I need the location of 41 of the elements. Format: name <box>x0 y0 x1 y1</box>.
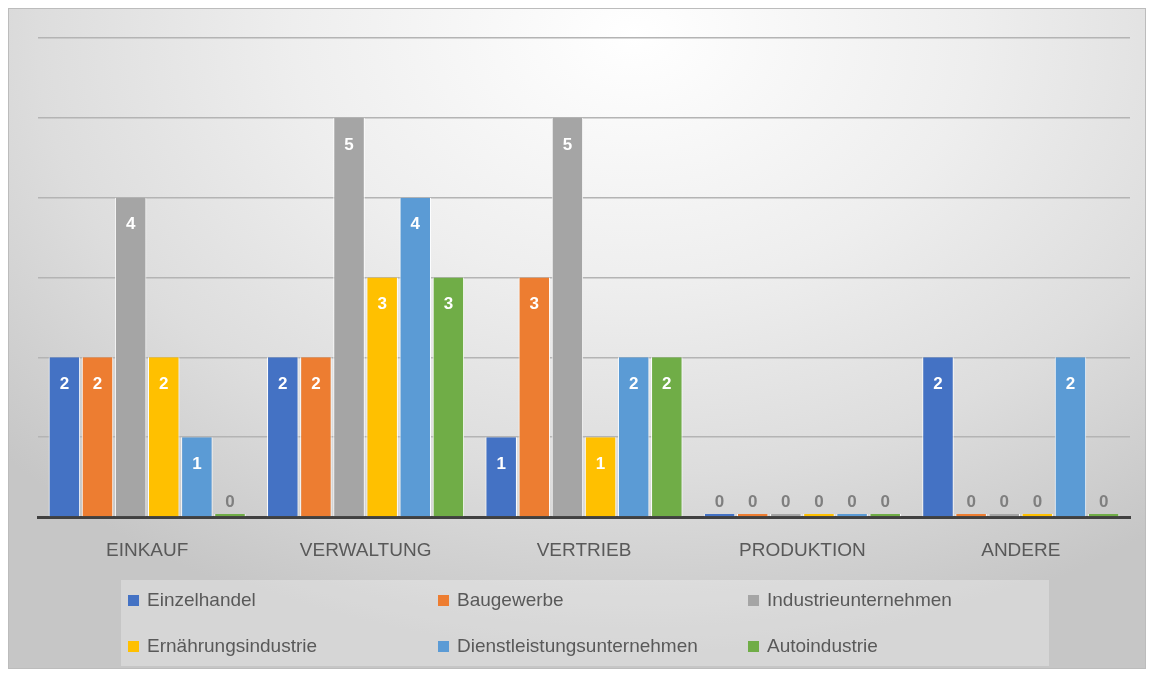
data-label: 0 <box>747 491 758 511</box>
x-tick-label: PRODUKTION <box>739 538 866 560</box>
data-label: 1 <box>496 453 506 473</box>
data-label: 2 <box>628 374 639 394</box>
data-label: 2 <box>59 374 70 394</box>
x-tick-label: ANDERE <box>981 538 1061 560</box>
x-tick-label: VERTRIEB <box>536 538 632 560</box>
data-label: 2 <box>92 374 103 394</box>
legend-label: Einzelhandel <box>147 588 256 612</box>
data-label: 0 <box>225 491 235 511</box>
data-label: 0 <box>966 491 976 511</box>
data-label: 1 <box>595 453 606 473</box>
data-label: 0 <box>814 491 824 511</box>
data-label: 0 <box>880 491 890 511</box>
legend-label: Dienstleistungsunternehmen <box>457 634 698 658</box>
legend-label: Baugewerbe <box>457 588 564 612</box>
data-label: 2 <box>278 374 288 394</box>
data-label: 2 <box>159 374 169 394</box>
data-label: 0 <box>1098 491 1109 511</box>
legend-label: Industrieunternehmen <box>767 588 952 612</box>
data-label: 1 <box>192 453 202 473</box>
data-label: 0 <box>847 491 857 511</box>
x-tick-label: VERWALTUNG <box>299 538 432 560</box>
data-label: 0 <box>781 491 791 511</box>
data-label: 2 <box>311 374 321 394</box>
legend-label: Autoindustrie <box>767 634 878 658</box>
data-label: 3 <box>443 294 454 314</box>
data-label: 2 <box>933 374 943 394</box>
data-label: 4 <box>125 214 136 234</box>
data-label: 0 <box>999 491 1009 511</box>
legend-label: Ernährungsindustrie <box>147 634 318 658</box>
data-label: 2 <box>662 374 672 394</box>
data-label: 5 <box>562 134 573 154</box>
data-label: 4 <box>410 214 421 234</box>
data-label: 0 <box>714 491 725 511</box>
data-label: 3 <box>529 294 540 314</box>
data-label: 5 <box>344 134 354 154</box>
data-label: 2 <box>1065 374 1076 394</box>
data-label: 3 <box>377 294 387 314</box>
x-tick-label: EINKAUF <box>106 538 189 560</box>
data-label: 0 <box>1032 491 1043 511</box>
